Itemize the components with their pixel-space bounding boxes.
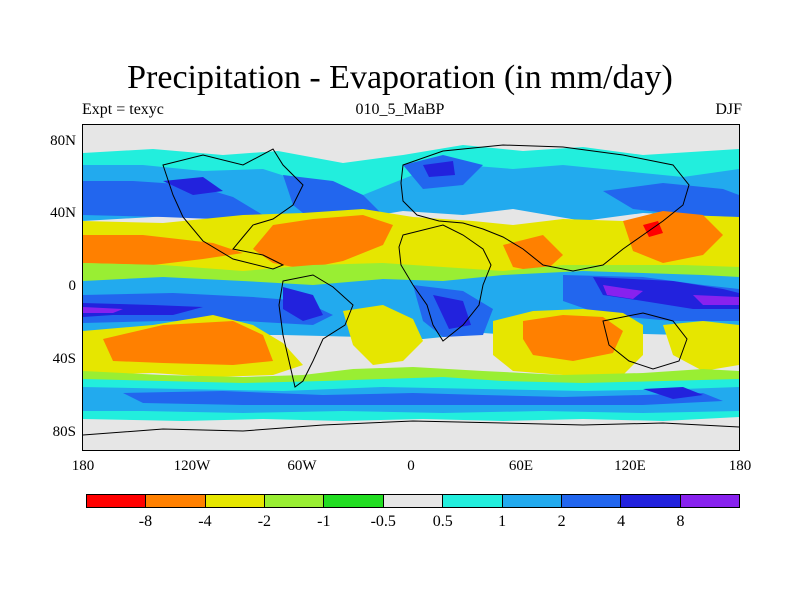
x-tick-label-120e: 120E [614,458,646,474]
x-tick-label-180w: 180 [71,458,95,474]
colorbar-label: 8 [676,513,685,530]
field-north-darkblue [163,161,455,195]
map-title: Precipitation - Evaporation (in mm/day) [127,59,673,96]
field-equator-blue [83,275,739,337]
field-south-darkblue [643,387,703,399]
x-tick-label-120w: 120W [173,458,211,474]
field-north-yellow [83,209,739,277]
y-tick-label-0: 0 [68,278,77,294]
coast-eurasia [400,144,690,272]
x-tick-label-0: 0 [407,458,415,474]
field-south-green [83,367,739,383]
field-north-blue [83,181,263,219]
colorbar-label: 4 [617,513,626,530]
colorbar-segment [265,495,325,507]
y-tick-label-40n: 40N [50,205,76,221]
colorbar-label: -1 [317,513,331,530]
y-tick-label-80n: 80N [50,133,76,149]
x-tick-label-180e: 180 [728,458,752,474]
colorbar-segment [383,495,444,507]
colorbar-label: -4 [198,513,212,530]
colorbar-segment [443,495,503,507]
field-pacific-north-blue [603,183,739,217]
colorbar-segment [621,495,681,507]
colorbar-label: -0.5 [370,513,396,530]
colorbar-label: 0.5 [432,513,453,530]
coast-antarctica [83,420,739,436]
colorbar-label: 1 [498,513,507,530]
colorbar-segment [205,495,266,507]
colorbar-label: -2 [257,513,272,530]
field-equator-darkblue [83,277,739,329]
time-label: 010_5_MaBP [355,101,445,118]
precip-evap-field [83,125,739,450]
colorbar-segment [561,495,622,507]
y-tick-label-80s: 80S [52,424,76,440]
field-south-orange [103,315,623,365]
colorbar-label: -8 [138,513,153,530]
colorbar-segment [87,495,147,507]
x-tick-label-60e: 60E [508,458,534,474]
colorbar [86,494,740,508]
field-north-orange [83,211,723,273]
colorbar-segment [146,495,206,507]
field-south-blue [123,391,723,405]
experiment-label: Expt = texyc [82,101,164,118]
coast-australia [602,312,688,370]
season-label: DJF [715,101,742,118]
coast-south-america [278,274,354,388]
y-tick-label-40s: 40S [52,351,76,367]
coast-north-america [162,148,304,270]
colorbar-segment [680,495,739,507]
coastlines [83,144,739,436]
colorbar-segment [502,495,562,507]
coast-africa [398,224,492,342]
map-plot-area [82,124,740,451]
colorbar-label: 2 [557,513,566,530]
x-tick-label-60w: 60W [287,458,317,474]
colorbar-segment [324,495,384,507]
